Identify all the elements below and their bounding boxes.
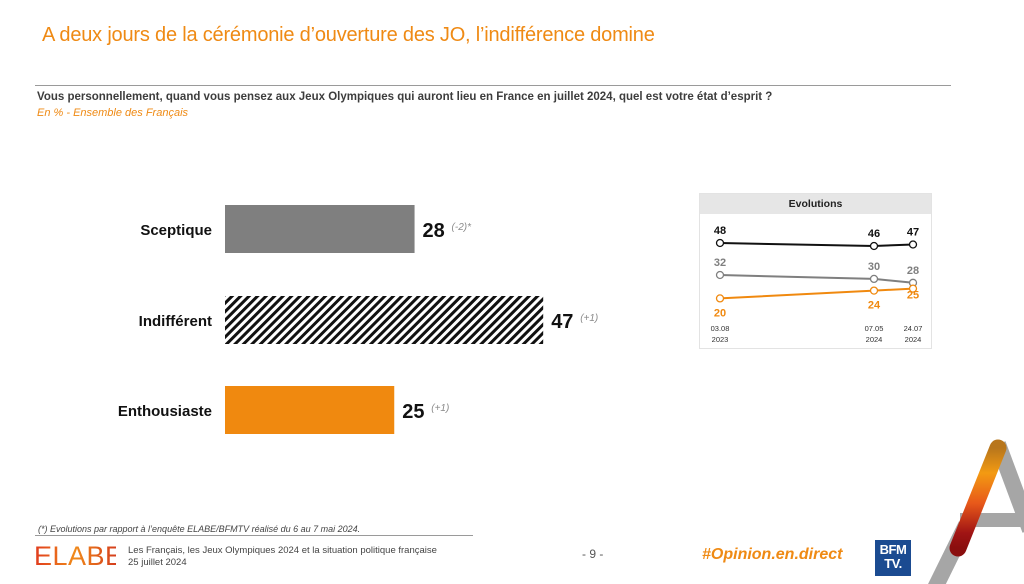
- evo-point: [715, 270, 725, 280]
- evo-year-label: 2023: [712, 335, 729, 344]
- hashtag: #Opinion.en.direct: [702, 546, 843, 563]
- survey-base: En % - Ensemble des Français: [37, 107, 189, 119]
- evo-year-label: 2024: [866, 335, 883, 344]
- study-date: 25 juillet 2024: [128, 557, 187, 568]
- bfmtv-logo: BFM TV.: [875, 540, 911, 576]
- evo-line-enthousiaste: [719, 287, 914, 300]
- evo-date-label: 03.08: [711, 324, 730, 333]
- evo-value-label: 30: [868, 261, 880, 273]
- bfm-logo-line2: TV.: [884, 556, 902, 571]
- bar-delta-label: (+1): [431, 403, 449, 414]
- evo-point: [869, 286, 879, 295]
- bar-category-label: Indifférent: [139, 313, 212, 330]
- evo-year-label: 2024: [905, 335, 922, 344]
- bar-value-label: 25: [402, 401, 424, 423]
- page-number: - 9 -: [582, 547, 604, 561]
- bfm-logo-line1: BFM: [879, 542, 907, 557]
- evo-line-indifférent: [719, 242, 914, 248]
- evo-line-sceptique: [719, 274, 914, 284]
- evo-value-label: 32: [714, 257, 726, 269]
- evo-value-label: 28: [907, 265, 919, 277]
- evo-point: [869, 241, 879, 251]
- bar-category-label: Sceptique: [140, 222, 212, 239]
- bar-enthousiaste: [225, 386, 395, 434]
- evo-value-label: 24: [868, 300, 881, 312]
- evo-point: [908, 284, 918, 293]
- evo-value-label: 46: [868, 228, 880, 240]
- footer-divider: [35, 535, 473, 536]
- study-title: Les Français, les Jeux Olympiques 2024 e…: [128, 545, 437, 556]
- bar-category-label: Enthousiaste: [118, 403, 212, 420]
- bar-delta-label: (+1): [580, 313, 598, 324]
- elabe-logo-text: ELABE: [34, 541, 116, 569]
- evolutions-title: Evolutions: [700, 194, 931, 214]
- evo-point: [869, 274, 879, 284]
- bar-chart: Sceptique 28 (-2)* Indifférent 47 (+1) Enthous…: [118, 205, 598, 434]
- bar-delta-label: (-2)*: [452, 222, 473, 233]
- bar-indifférent: [225, 296, 544, 344]
- survey-question: Vous personnellement, quand vous pensez …: [37, 91, 773, 103]
- evo-point: [908, 240, 918, 249]
- evo-date-label: 07.05: [865, 324, 884, 333]
- header-divider: [35, 85, 951, 86]
- evo-point: [715, 238, 725, 248]
- elabe-a-logo-icon: [928, 439, 1024, 584]
- footer-study-info: Les Français, les Jeux Olympiques 2024 e…: [128, 545, 437, 569]
- footnote: (*) Evolutions par rapport à l’enquête E…: [38, 524, 361, 534]
- a-logo-color-stroke: [949, 439, 1007, 557]
- evo-value-label: 25: [907, 290, 919, 302]
- evo-point: [715, 294, 725, 303]
- bar-sceptique: [225, 205, 415, 253]
- bar-value-label: 47: [551, 311, 573, 333]
- evo-value-label: 47: [907, 227, 919, 239]
- bar-value-label: 28: [423, 220, 445, 242]
- a-logo-right-stroke: [990, 441, 1024, 533]
- page-title: A deux jours de la cérémonie d’ouverture…: [42, 24, 655, 46]
- elabe-logo: ELABE: [34, 541, 116, 569]
- evo-value-label: 20: [714, 307, 726, 319]
- evo-date-label: 24.07: [904, 324, 923, 333]
- evo-value-label: 48: [714, 225, 726, 237]
- evolutions-panel: Evolutions 48 46 47 32 30 28 20 24 25 03.08 2023 07…: [699, 193, 932, 349]
